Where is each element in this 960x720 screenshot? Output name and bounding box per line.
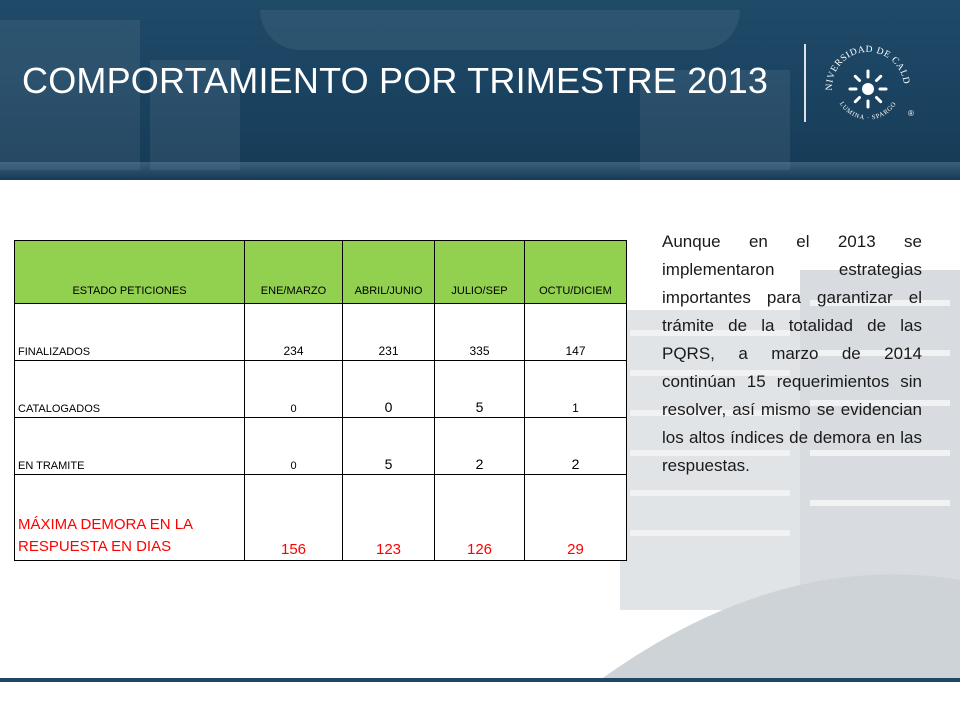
column-header: JULIO/SEP	[434, 240, 525, 304]
row-label: MÁXIMA DEMORA EN LA RESPUESTA EN DIAS	[14, 474, 245, 561]
table-row: CATALOGADOS 0 0 5 1	[14, 360, 627, 418]
table-cell: 156	[244, 474, 343, 561]
table-cell: 0	[244, 360, 343, 418]
slide-header: COMPORTAMIENTO POR TRIMESTRE 2013 UNIVER…	[0, 0, 960, 180]
logo-divider	[804, 44, 806, 122]
footer-bar	[0, 678, 960, 682]
column-header: ABRIL/JUNIO	[342, 240, 435, 304]
table-cell: 231	[342, 303, 435, 361]
logo-text-top: UNIVERSIDAD DE CALDAS	[818, 36, 910, 91]
table-cell: 29	[524, 474, 627, 561]
summary-paragraph: Aunque en el 2013 se implementaron estra…	[662, 232, 922, 475]
table-cell: 0	[244, 417, 343, 475]
sun-emblem-icon	[848, 69, 888, 109]
background-building-photo	[0, 20, 140, 170]
header-stripe	[0, 162, 960, 180]
row-label: EN TRAMITE	[14, 417, 245, 475]
table-cell: 126	[434, 474, 525, 561]
table-header-row: ESTADO PETICIONES ENE/MARZO ABRIL/JUNIO …	[14, 240, 627, 304]
registered-mark: ®	[908, 109, 914, 118]
table-row: EN TRAMITE 0 5 2 2	[14, 417, 627, 475]
column-header: ENE/MARZO	[244, 240, 343, 304]
row-label: FINALIZADOS	[14, 303, 245, 361]
slide-title: COMPORTAMIENTO POR TRIMESTRE 2013	[22, 60, 769, 101]
table-cell: 2	[524, 417, 627, 475]
background-arch	[260, 10, 740, 50]
column-header: ESTADO PETICIONES	[14, 240, 245, 304]
row-label: CATALOGADOS	[14, 360, 245, 418]
table-cell: 5	[434, 360, 525, 418]
peticiones-table: ESTADO PETICIONES ENE/MARZO ABRIL/JUNIO …	[14, 240, 627, 561]
table-row: FINALIZADOS 234 231 335 147	[14, 303, 627, 361]
table-cell: 234	[244, 303, 343, 361]
table-cell: 147	[524, 303, 627, 361]
background-building-photo	[640, 70, 790, 170]
table-cell: 1	[524, 360, 627, 418]
background-building-photo	[150, 60, 240, 170]
table-cell: 335	[434, 303, 525, 361]
table-cell: 5	[342, 417, 435, 475]
table-cell: 0	[342, 360, 435, 418]
universidad-de-caldas-logo: UNIVERSIDAD DE CALDAS LUMINA · SPARGO ®	[818, 36, 914, 122]
table-cell: 123	[342, 474, 435, 561]
table-cell: 2	[434, 417, 525, 475]
table-row-highlight: MÁXIMA DEMORA EN LA RESPUESTA EN DIAS 15…	[14, 474, 627, 561]
column-header: OCTU/DICIEM	[524, 240, 627, 304]
svg-text:UNIVERSIDAD DE CALDAS: UNIVERSIDAD DE CALDAS	[818, 36, 911, 91]
background-campus-photo	[600, 250, 960, 680]
